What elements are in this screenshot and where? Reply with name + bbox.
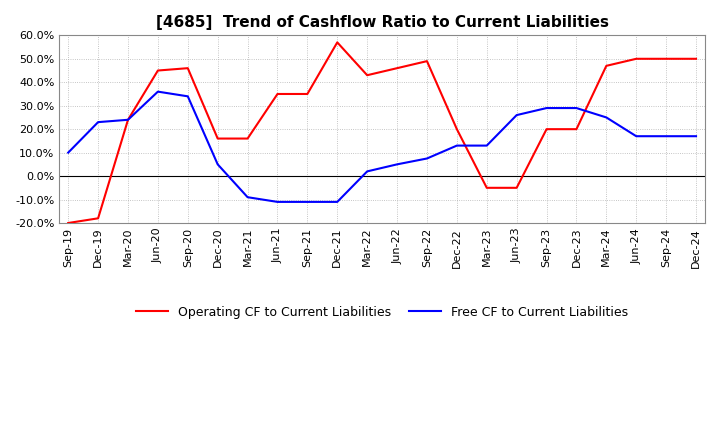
Operating CF to Current Liabilities [513, 185, 521, 191]
Line: Free CF to Current Liabilities: Free CF to Current Liabilities [68, 92, 696, 202]
Operating CF to Current Liabilities [333, 40, 341, 45]
Free CF to Current Liabilities [453, 143, 462, 148]
Operating CF to Current Liabilities [303, 92, 312, 97]
Free CF to Current Liabilities [363, 169, 372, 174]
Free CF to Current Liabilities [124, 117, 132, 122]
Operating CF to Current Liabilities [542, 127, 551, 132]
Free CF to Current Liabilities [303, 199, 312, 205]
Free CF to Current Liabilities [662, 134, 670, 139]
Free CF to Current Liabilities [273, 199, 282, 205]
Free CF to Current Liabilities [423, 156, 431, 161]
Free CF to Current Liabilities [213, 162, 222, 167]
Operating CF to Current Liabilities [124, 117, 132, 122]
Operating CF to Current Liabilities [692, 56, 701, 62]
Operating CF to Current Liabilities [94, 216, 102, 221]
Free CF to Current Liabilities [482, 143, 491, 148]
Operating CF to Current Liabilities [153, 68, 162, 73]
Operating CF to Current Liabilities [632, 56, 641, 62]
Free CF to Current Liabilities [333, 199, 341, 205]
Operating CF to Current Liabilities [363, 73, 372, 78]
Operating CF to Current Liabilities [64, 220, 73, 226]
Free CF to Current Liabilities [243, 194, 252, 200]
Free CF to Current Liabilities [692, 134, 701, 139]
Operating CF to Current Liabilities [273, 92, 282, 97]
Operating CF to Current Liabilities [213, 136, 222, 141]
Title: [4685]  Trend of Cashflow Ratio to Current Liabilities: [4685] Trend of Cashflow Ratio to Curren… [156, 15, 608, 30]
Free CF to Current Liabilities [184, 94, 192, 99]
Operating CF to Current Liabilities [392, 66, 401, 71]
Free CF to Current Liabilities [513, 113, 521, 118]
Free CF to Current Liabilities [94, 120, 102, 125]
Free CF to Current Liabilities [153, 89, 162, 94]
Free CF to Current Liabilities [602, 115, 611, 120]
Operating CF to Current Liabilities [184, 66, 192, 71]
Operating CF to Current Liabilities [572, 127, 581, 132]
Free CF to Current Liabilities [64, 150, 73, 155]
Line: Operating CF to Current Liabilities: Operating CF to Current Liabilities [68, 42, 696, 223]
Operating CF to Current Liabilities [602, 63, 611, 69]
Free CF to Current Liabilities [542, 106, 551, 111]
Free CF to Current Liabilities [572, 106, 581, 111]
Operating CF to Current Liabilities [423, 59, 431, 64]
Operating CF to Current Liabilities [453, 127, 462, 132]
Legend: Operating CF to Current Liabilities, Free CF to Current Liabilities: Operating CF to Current Liabilities, Fre… [131, 301, 633, 323]
Free CF to Current Liabilities [632, 134, 641, 139]
Operating CF to Current Liabilities [482, 185, 491, 191]
Operating CF to Current Liabilities [662, 56, 670, 62]
Operating CF to Current Liabilities [243, 136, 252, 141]
Free CF to Current Liabilities [392, 162, 401, 167]
